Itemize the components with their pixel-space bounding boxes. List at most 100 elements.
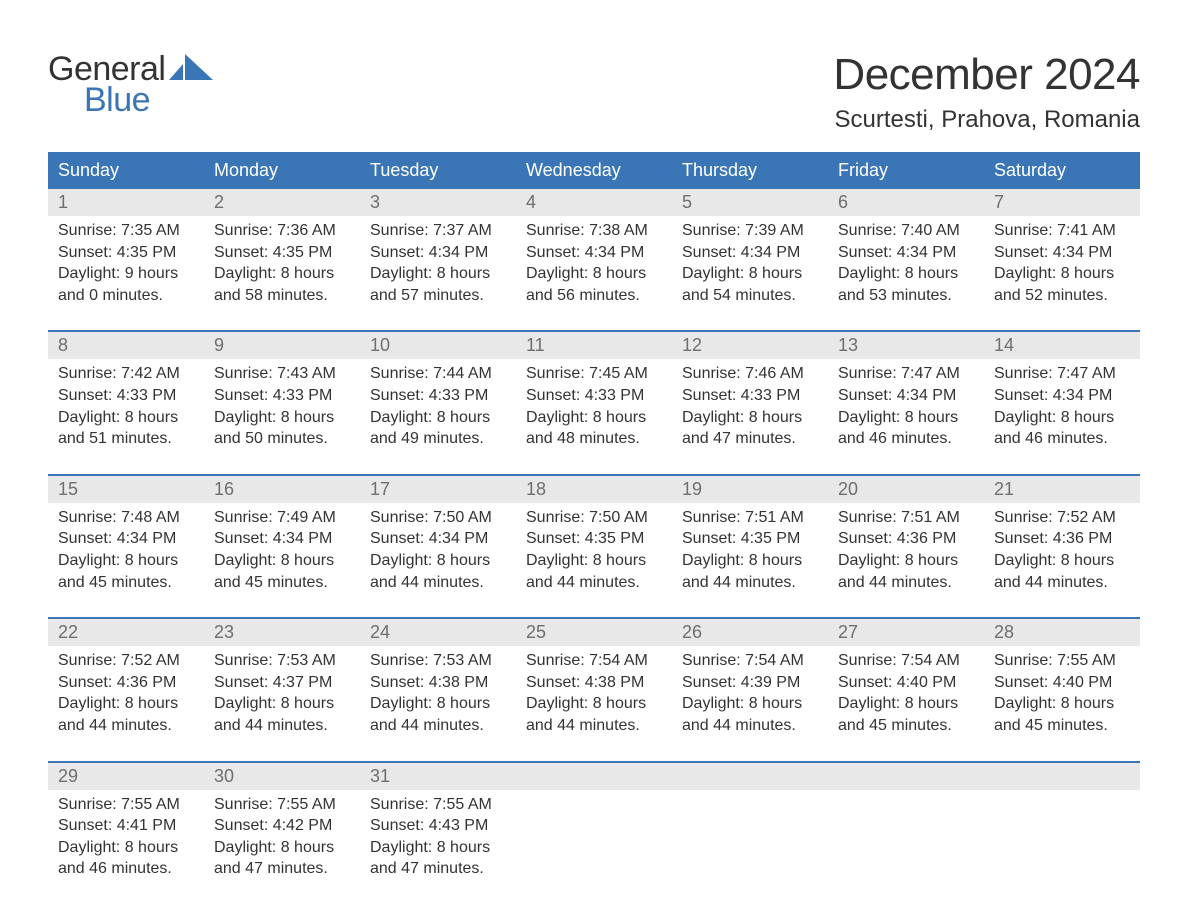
day-cell: 4Sunrise: 7:38 AMSunset: 4:34 PMDaylight… xyxy=(516,189,672,320)
sunrise-line: Sunrise: 7:36 AM xyxy=(214,220,350,242)
day-number: 5 xyxy=(682,192,692,212)
day-body: Sunrise: 7:44 AMSunset: 4:33 PMDaylight:… xyxy=(360,359,516,463)
day-headers-row: SundayMondayTuesdayWednesdayThursdayFrid… xyxy=(48,152,1140,189)
sunset-line: Sunset: 4:33 PM xyxy=(370,385,506,407)
daylight-line-1: Daylight: 8 hours xyxy=(838,407,974,429)
day-body: Sunrise: 7:47 AMSunset: 4:34 PMDaylight:… xyxy=(984,359,1140,463)
sunrise-line: Sunrise: 7:37 AM xyxy=(370,220,506,242)
sunrise-line: Sunrise: 7:55 AM xyxy=(370,794,506,816)
daylight-line-1: Daylight: 8 hours xyxy=(526,407,662,429)
sunrise-line: Sunrise: 7:55 AM xyxy=(58,794,194,816)
day-number xyxy=(838,766,843,786)
daylight-line-2: and 53 minutes. xyxy=(838,285,974,307)
day-cell: 9Sunrise: 7:43 AMSunset: 4:33 PMDaylight… xyxy=(204,332,360,463)
day-number: 29 xyxy=(58,766,78,786)
day-body: Sunrise: 7:41 AMSunset: 4:34 PMDaylight:… xyxy=(984,216,1140,320)
day-header: Sunday xyxy=(48,152,204,189)
day-number: 22 xyxy=(58,622,78,642)
daylight-line-1: Daylight: 8 hours xyxy=(370,693,506,715)
day-number-row: 9 xyxy=(204,332,360,359)
sunrise-line: Sunrise: 7:55 AM xyxy=(214,794,350,816)
day-number-row: 25 xyxy=(516,619,672,646)
sunrise-line: Sunrise: 7:51 AM xyxy=(682,507,818,529)
sunset-line: Sunset: 4:40 PM xyxy=(838,672,974,694)
day-header: Monday xyxy=(204,152,360,189)
day-number-row: 11 xyxy=(516,332,672,359)
day-number-row: 2 xyxy=(204,189,360,216)
day-cell: 13Sunrise: 7:47 AMSunset: 4:34 PMDayligh… xyxy=(828,332,984,463)
daylight-line-2: and 51 minutes. xyxy=(58,428,194,450)
daylight-line-1: Daylight: 8 hours xyxy=(214,550,350,572)
day-body: Sunrise: 7:53 AMSunset: 4:38 PMDaylight:… xyxy=(360,646,516,750)
sunset-line: Sunset: 4:36 PM xyxy=(994,528,1130,550)
sunset-line: Sunset: 4:34 PM xyxy=(526,242,662,264)
day-body: Sunrise: 7:36 AMSunset: 4:35 PMDaylight:… xyxy=(204,216,360,320)
empty-day-cell xyxy=(672,763,828,894)
day-number-row: 7 xyxy=(984,189,1140,216)
day-cell: 31Sunrise: 7:55 AMSunset: 4:43 PMDayligh… xyxy=(360,763,516,894)
day-cell: 27Sunrise: 7:54 AMSunset: 4:40 PMDayligh… xyxy=(828,619,984,750)
daylight-line-1: Daylight: 8 hours xyxy=(58,693,194,715)
daylight-line-2: and 56 minutes. xyxy=(526,285,662,307)
sunset-line: Sunset: 4:39 PM xyxy=(682,672,818,694)
day-number: 27 xyxy=(838,622,858,642)
day-cell: 23Sunrise: 7:53 AMSunset: 4:37 PMDayligh… xyxy=(204,619,360,750)
day-number: 3 xyxy=(370,192,380,212)
day-cell: 18Sunrise: 7:50 AMSunset: 4:35 PMDayligh… xyxy=(516,476,672,607)
empty-day-cell xyxy=(828,763,984,894)
sunset-line: Sunset: 4:36 PM xyxy=(58,672,194,694)
day-number-row: 10 xyxy=(360,332,516,359)
day-number-row: 12 xyxy=(672,332,828,359)
daylight-line-2: and 47 minutes. xyxy=(370,858,506,880)
day-number-row: 30 xyxy=(204,763,360,790)
day-cell: 8Sunrise: 7:42 AMSunset: 4:33 PMDaylight… xyxy=(48,332,204,463)
sunset-line: Sunset: 4:40 PM xyxy=(994,672,1130,694)
sunset-line: Sunset: 4:41 PM xyxy=(58,815,194,837)
day-number: 11 xyxy=(526,335,545,355)
sunset-line: Sunset: 4:35 PM xyxy=(526,528,662,550)
day-number: 24 xyxy=(370,622,390,642)
day-body: Sunrise: 7:48 AMSunset: 4:34 PMDaylight:… xyxy=(48,503,204,607)
day-body xyxy=(828,790,984,880)
daylight-line-1: Daylight: 8 hours xyxy=(370,550,506,572)
day-header: Wednesday xyxy=(516,152,672,189)
day-body: Sunrise: 7:50 AMSunset: 4:35 PMDaylight:… xyxy=(516,503,672,607)
sunrise-line: Sunrise: 7:40 AM xyxy=(838,220,974,242)
day-cell: 25Sunrise: 7:54 AMSunset: 4:38 PMDayligh… xyxy=(516,619,672,750)
daylight-line-1: Daylight: 8 hours xyxy=(214,837,350,859)
sunset-line: Sunset: 4:43 PM xyxy=(370,815,506,837)
sunrise-line: Sunrise: 7:48 AM xyxy=(58,507,194,529)
daylight-line-2: and 45 minutes. xyxy=(838,715,974,737)
day-cell: 3Sunrise: 7:37 AMSunset: 4:34 PMDaylight… xyxy=(360,189,516,320)
sunrise-line: Sunrise: 7:52 AM xyxy=(994,507,1130,529)
sunset-line: Sunset: 4:42 PM xyxy=(214,815,350,837)
sunrise-line: Sunrise: 7:54 AM xyxy=(838,650,974,672)
day-body: Sunrise: 7:52 AMSunset: 4:36 PMDaylight:… xyxy=(984,503,1140,607)
daylight-line-1: Daylight: 8 hours xyxy=(682,550,818,572)
day-number: 4 xyxy=(526,192,536,212)
sunset-line: Sunset: 4:37 PM xyxy=(214,672,350,694)
daylight-line-2: and 46 minutes. xyxy=(58,858,194,880)
day-cell: 10Sunrise: 7:44 AMSunset: 4:33 PMDayligh… xyxy=(360,332,516,463)
daylight-line-2: and 50 minutes. xyxy=(214,428,350,450)
day-number: 26 xyxy=(682,622,702,642)
week-row: 15 Sunrise: 7:48 AMSunset: 4:34 PMDayligh… xyxy=(48,474,1140,607)
day-number: 2 xyxy=(214,192,224,212)
day-number: 20 xyxy=(838,479,858,499)
day-number-row: 13 xyxy=(828,332,984,359)
month-title: December 2024 xyxy=(833,50,1140,100)
sunrise-line: Sunrise: 7:35 AM xyxy=(58,220,194,242)
daylight-line-2: and 44 minutes. xyxy=(682,572,818,594)
daylight-line-2: and 44 minutes. xyxy=(526,715,662,737)
day-body: Sunrise: 7:55 AMSunset: 4:40 PMDaylight:… xyxy=(984,646,1140,750)
day-number-row: 18 xyxy=(516,476,672,503)
sunrise-line: Sunrise: 7:47 AM xyxy=(994,363,1130,385)
day-cell: 28Sunrise: 7:55 AMSunset: 4:40 PMDayligh… xyxy=(984,619,1140,750)
day-cell: 11Sunrise: 7:45 AMSunset: 4:33 PMDayligh… xyxy=(516,332,672,463)
logo: General Blue xyxy=(48,50,213,120)
day-number: 12 xyxy=(682,335,702,355)
day-number: 7 xyxy=(994,192,1004,212)
day-number: 15 xyxy=(58,479,78,499)
daylight-line-1: Daylight: 8 hours xyxy=(526,693,662,715)
daylight-line-1: Daylight: 8 hours xyxy=(370,263,506,285)
